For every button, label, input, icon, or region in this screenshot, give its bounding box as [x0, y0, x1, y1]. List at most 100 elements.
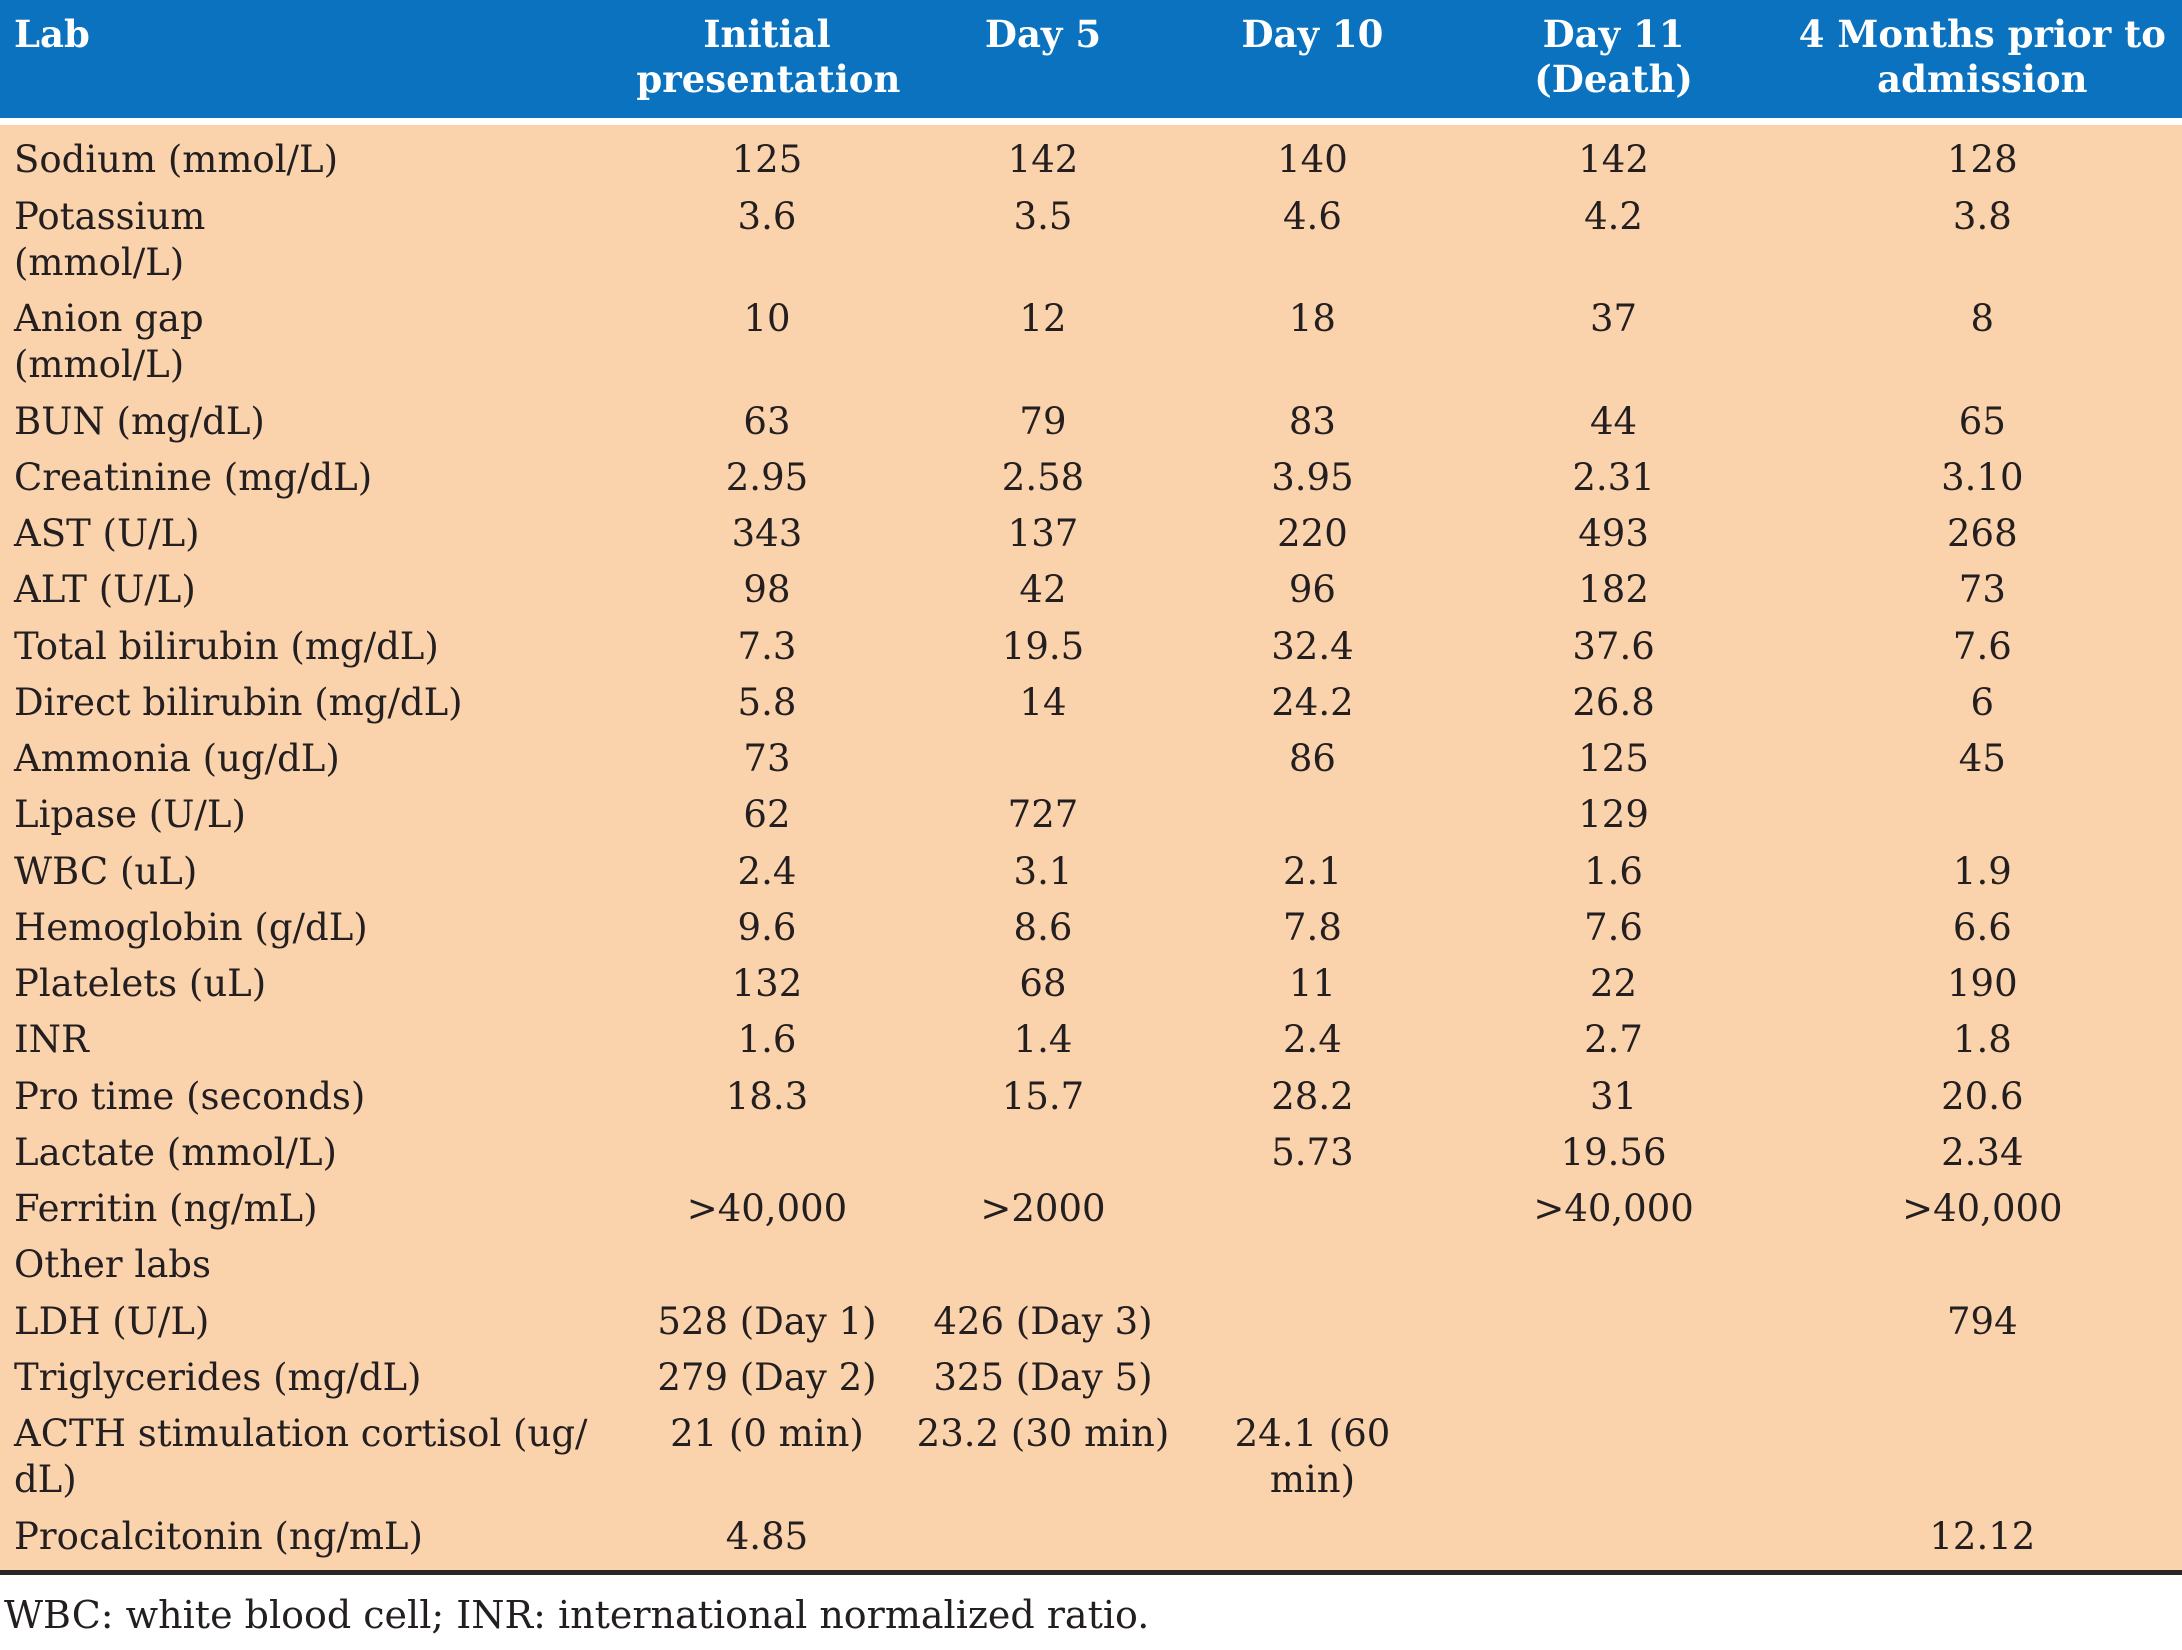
value-cell: 794: [1782, 1293, 2182, 1350]
value-cell: 73: [628, 731, 906, 788]
value-cell: 137: [905, 506, 1181, 563]
row-label-cell: Ammonia (ug/dL): [0, 731, 629, 788]
table-header: Lab Initial presentation Day 5 Day 10 Day 11…: [0, 0, 2182, 126]
value-cell: 68: [905, 956, 1181, 1013]
value-cell: [1180, 1237, 1445, 1294]
value-cell: 727: [905, 787, 1181, 844]
value-cell: 73: [1782, 562, 2182, 619]
footnote: WBC: white blood cell; INR: internationa…: [0, 1574, 2182, 1650]
value-cell: 140: [1180, 121, 1445, 189]
value-cell: >40,000: [1782, 1181, 2182, 1238]
value-cell: 21 (0 min): [628, 1406, 906, 1509]
value-cell: 325 (Day 5): [905, 1349, 1181, 1406]
value-cell: 62: [628, 787, 906, 844]
table-row: BUN (mg/dL) 63 79 83 44 65: [0, 393, 2182, 450]
table-row: Sodium (mmol/L) 125 142 140 142 128: [0, 121, 2182, 189]
value-cell: 343: [628, 506, 906, 563]
value-cell: 10: [628, 291, 906, 394]
value-cell: 268: [1782, 506, 2182, 563]
value-cell: 8: [1782, 291, 2182, 394]
value-cell: 98: [628, 562, 906, 619]
value-cell: >2000: [905, 1181, 1181, 1238]
row-label-cell: Sodium (mmol/L): [0, 121, 629, 189]
value-cell: 6: [1782, 674, 2182, 731]
row-label-cell: ALT (U/L): [0, 562, 629, 619]
table-row: Other labs: [0, 1237, 2182, 1294]
value-cell: [628, 1124, 906, 1181]
row-label-cell: LDH (U/L): [0, 1293, 629, 1350]
row-label-cell: Lactate (mmol/L): [0, 1124, 629, 1181]
column-header: Day 11 (Death): [1444, 0, 1783, 126]
value-cell: 24.1 (60 min): [1180, 1406, 1445, 1509]
value-cell: 3.95: [1180, 449, 1445, 506]
row-label-cell: WBC (uL): [0, 843, 629, 900]
value-cell: 2.95: [628, 449, 906, 506]
value-cell: [1444, 1406, 1783, 1509]
value-cell: [905, 731, 1181, 788]
table-row: INR 1.6 1.4 2.4 2.7 1.8: [0, 1012, 2182, 1069]
row-label-cell: Triglycerides (mg/dL): [0, 1349, 629, 1406]
row-label-cell: Potassium (mmol/L): [0, 188, 629, 291]
row-label-cell: Lipase (U/L): [0, 787, 629, 844]
column-header-lab: Lab: [0, 0, 629, 126]
value-cell: 14: [905, 674, 1181, 731]
value-cell: 190: [1782, 956, 2182, 1013]
row-label-cell: BUN (mg/dL): [0, 393, 629, 450]
table-row: LDH (U/L) 528 (Day 1) 426 (Day 3) 794: [0, 1293, 2182, 1350]
value-cell: 2.4: [628, 843, 906, 900]
row-label-cell: Creatinine (mg/dL): [0, 449, 629, 506]
value-cell: 3.1: [905, 843, 1181, 900]
value-cell: 86: [1180, 731, 1445, 788]
value-cell: 125: [628, 121, 906, 189]
value-cell: [1782, 787, 2182, 844]
table-row: Triglycerides (mg/dL) 279 (Day 2) 325 (Day…: [0, 1349, 2182, 1406]
value-cell: 44: [1444, 393, 1783, 450]
value-cell: [1782, 1349, 2182, 1406]
table-row: Platelets (uL) 132 68 11 22 190: [0, 956, 2182, 1013]
value-cell: 96: [1180, 562, 1445, 619]
value-cell: 5.8: [628, 674, 906, 731]
value-cell: 24.2: [1180, 674, 1445, 731]
value-cell: 7.8: [1180, 899, 1445, 956]
column-header: Initial presentation: [628, 0, 906, 126]
value-cell: 83: [1180, 393, 1445, 450]
row-label-cell: Platelets (uL): [0, 956, 629, 1013]
value-cell: 32.4: [1180, 618, 1445, 675]
value-cell: 2.58: [905, 449, 1181, 506]
table-row: WBC (uL) 2.4 3.1 2.1 1.6 1.9: [0, 843, 2182, 900]
value-cell: 3.10: [1782, 449, 2182, 506]
table-row: Lipase (U/L) 62 727 129: [0, 787, 2182, 844]
value-cell: 3.8: [1782, 188, 2182, 291]
value-cell: 12: [905, 291, 1181, 394]
column-header: Day 5: [905, 0, 1181, 126]
value-cell: 79: [905, 393, 1181, 450]
value-cell: 26.8: [1444, 674, 1783, 731]
value-cell: 8.6: [905, 899, 1181, 956]
row-label-cell: Direct bilirubin (mg/dL): [0, 674, 629, 731]
value-cell: 4.2: [1444, 188, 1783, 291]
value-cell: 22: [1444, 956, 1783, 1013]
value-cell: 129: [1444, 787, 1783, 844]
value-cell: 19.56: [1444, 1124, 1783, 1181]
table-row: ACTH stimulation cortisol (ug/ dL) 21 (0 …: [0, 1406, 2182, 1509]
table-row: Anion gap (mmol/L) 10 12 18 37 8: [0, 291, 2182, 394]
value-cell: >40,000: [1444, 1181, 1783, 1238]
table-row: Total bilirubin (mg/dL) 7.3 19.5 32.4 37.6 7.…: [0, 618, 2182, 675]
value-cell: 7.6: [1444, 899, 1783, 956]
value-cell: 1.6: [1444, 843, 1783, 900]
value-cell: 493: [1444, 506, 1783, 563]
value-cell: [1782, 1237, 2182, 1294]
value-cell: 182: [1444, 562, 1783, 619]
table-row: Ferritin (ng/mL) >40,000 >2000 >40,000 >40,0…: [0, 1181, 2182, 1238]
row-label-cell: Anion gap (mmol/L): [0, 291, 629, 394]
table-row: AST (U/L) 343 137 220 493 268: [0, 506, 2182, 563]
value-cell: [1180, 1181, 1445, 1238]
row-label-cell: INR: [0, 1012, 629, 1069]
value-cell: 20.6: [1782, 1068, 2182, 1125]
value-cell: 4.85: [628, 1508, 906, 1575]
value-cell: 426 (Day 3): [905, 1293, 1181, 1350]
value-cell: 1.6: [628, 1012, 906, 1069]
value-cell: 12.12: [1782, 1508, 2182, 1575]
value-cell: 65: [1782, 393, 2182, 450]
